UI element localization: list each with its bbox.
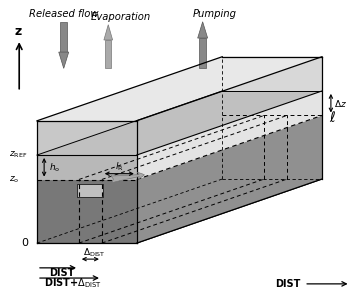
Polygon shape [60,22,67,52]
Polygon shape [198,22,208,38]
Polygon shape [77,184,103,197]
Text: z: z [15,26,22,39]
Polygon shape [199,38,206,69]
Polygon shape [37,179,322,243]
Text: $\ell$: $\ell$ [329,110,336,125]
Text: Pumping: Pumping [193,9,237,19]
Polygon shape [37,57,322,121]
Polygon shape [37,121,137,155]
Text: $z_{\rm REF}$: $z_{\rm REF}$ [9,150,27,160]
Text: $z_{\rm o}$: $z_{\rm o}$ [9,174,19,185]
Text: $h_{\rm o}$: $h_{\rm o}$ [50,161,61,173]
Polygon shape [37,155,137,180]
Polygon shape [59,52,69,69]
Polygon shape [105,40,111,69]
Polygon shape [137,116,322,243]
Polygon shape [137,91,322,180]
Text: 0: 0 [21,238,28,248]
Text: DIST: DIST [49,268,74,278]
Text: DIST+$\Delta_{\rm DIST}$: DIST+$\Delta_{\rm DIST}$ [44,276,102,290]
Polygon shape [104,25,113,40]
Polygon shape [37,180,137,243]
Polygon shape [137,57,322,155]
Text: Evaporation: Evaporation [90,12,151,22]
Text: Released flow: Released flow [29,9,98,19]
Text: DIST: DIST [275,279,300,289]
Text: $\Delta_{\rm DIST}$: $\Delta_{\rm DIST}$ [83,246,105,259]
Polygon shape [37,91,322,155]
Text: $l_{\rm R}$: $l_{\rm R}$ [115,160,123,173]
Polygon shape [37,57,322,121]
Text: $\Delta z$: $\Delta z$ [335,98,348,109]
